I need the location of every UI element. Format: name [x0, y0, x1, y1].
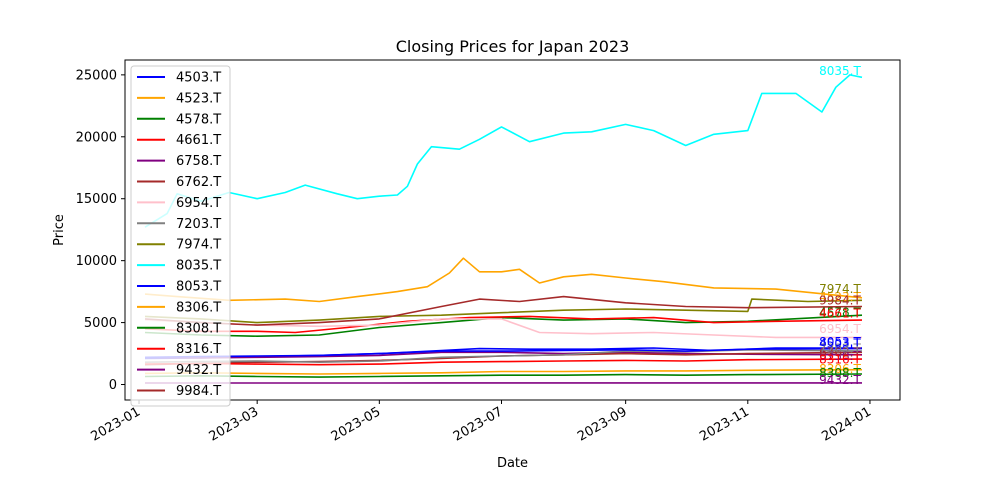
y-axis: 0 5000 10000 15000 20000 25000 [76, 68, 125, 393]
x-tick-label: 2023-09 [575, 404, 630, 444]
legend-label: 8306.T [176, 300, 221, 315]
series-end-label: 4661.T [819, 306, 861, 320]
series-end-label: 8035.T [819, 64, 861, 78]
legend-label: 8053.T [176, 280, 221, 295]
legend-label: 7203.T [176, 217, 221, 232]
series-line-8308-T [145, 374, 862, 377]
legend-label: 9432.T [176, 363, 221, 378]
legend-label: 8316.T [176, 342, 221, 357]
series-end-label: 9984.T [819, 293, 861, 307]
y-tick-label: 15000 [76, 192, 117, 207]
legend-label: 4661.T [176, 133, 221, 148]
legend: 4503.T 4523.T 4578.T 4661.T 6758.T 6762.T 6954… [131, 66, 230, 406]
y-tick-label: 0 [109, 378, 117, 393]
legend-label: 8308.T [176, 321, 221, 336]
legend-label: 4578.T [176, 112, 221, 127]
legend-label: 7974.T [176, 238, 221, 253]
legend-label: 9984.T [176, 384, 221, 399]
series-lines [145, 75, 862, 383]
series-end-label: 6954.T [819, 322, 861, 336]
x-tick-label: 2023-07 [451, 404, 506, 444]
chart-title: Closing Prices for Japan 2023 [396, 37, 630, 56]
x-tick-label: 2023-01 [88, 404, 143, 444]
y-tick-label: 20000 [76, 130, 117, 145]
series-line-4578-T [145, 315, 862, 336]
series-end-label: 8316.T [819, 353, 861, 367]
x-tick-label: 2023-11 [697, 404, 752, 444]
legend-label: 4503.T [176, 71, 221, 86]
x-axis: 2023-01 2023-03 2023-05 2023-07 2023-09 2023-… [88, 400, 873, 445]
y-tick-label: 5000 [84, 316, 117, 331]
legend-label: 6758.T [176, 154, 221, 169]
series-end-label: 9432.T [819, 373, 861, 387]
series-line-8035-T [145, 75, 862, 227]
series-line-4523-T [145, 258, 862, 301]
x-axis-label: Date [497, 456, 528, 471]
x-tick-label: 2023-05 [329, 404, 384, 444]
y-tick-label: 25000 [76, 68, 117, 83]
legend-label: 6762.T [176, 175, 221, 190]
series-line-6762-T [145, 352, 862, 364]
x-tick-label: 2023-03 [207, 404, 262, 444]
series-end-labels: 4503.T4523.T4578.T4661.T6758.T6762.T6954… [819, 64, 861, 387]
y-tick-label: 10000 [76, 254, 117, 269]
legend-label: 4523.T [176, 91, 221, 106]
legend-label: 6954.T [176, 196, 221, 211]
series-line-8306-T [145, 370, 862, 374]
series-end-label: 8053.T [819, 335, 861, 349]
y-axis-label: Price [52, 214, 67, 246]
legend-label: 8035.T [176, 259, 221, 274]
x-tick-label: 2024-01 [819, 404, 874, 444]
